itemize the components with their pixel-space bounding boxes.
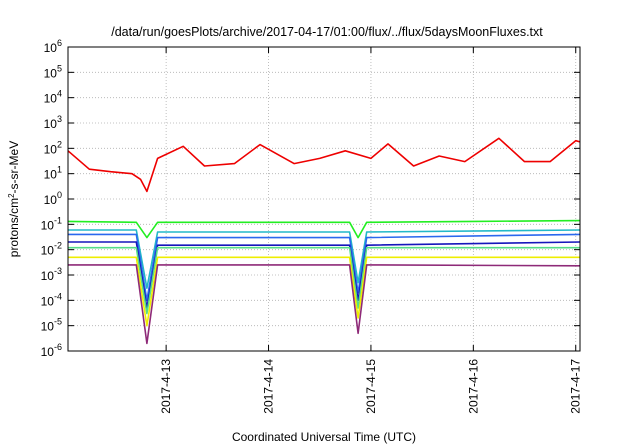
x-tick-label: 2017-4-16 bbox=[466, 359, 480, 414]
y-tick-label-base: 10 bbox=[41, 269, 55, 283]
x-tick-label: 2017-4-15 bbox=[364, 359, 378, 414]
y-tick-label-base: 10 bbox=[44, 66, 58, 80]
y-axis-label-post: -s-sr-MeV bbox=[7, 141, 21, 194]
y-tick-label: 100 bbox=[44, 190, 62, 207]
y-axis-label-sup: 2 bbox=[7, 193, 16, 198]
y-tick-label: 10-4 bbox=[41, 291, 62, 308]
series-lines bbox=[67, 137, 581, 345]
series-line bbox=[67, 137, 581, 193]
y-tick-label-base: 10 bbox=[44, 142, 58, 156]
series-line bbox=[68, 264, 581, 345]
y-tick-label-base: 10 bbox=[41, 244, 55, 258]
y-tick-label-base: 10 bbox=[44, 168, 58, 182]
y-tick-label-exp: -4 bbox=[54, 291, 62, 301]
y-tick-label-exp: -2 bbox=[54, 241, 62, 251]
y-axis-label-pre: protons/cm bbox=[7, 198, 21, 257]
x-tick-label: 2017-4-17 bbox=[569, 359, 583, 414]
y-tick-label-exp: -3 bbox=[54, 266, 62, 276]
y-tick-label-exp: -5 bbox=[54, 317, 62, 327]
y-tick-label-exp: 3 bbox=[57, 114, 62, 124]
y-tick-label: 101 bbox=[44, 165, 62, 182]
y-tick-label-base: 10 bbox=[41, 294, 55, 308]
y-tick-label-base: 10 bbox=[41, 320, 55, 334]
y-tick-label-exp: 0 bbox=[57, 190, 62, 200]
y-tick-label: 10-6 bbox=[41, 342, 62, 359]
series-line bbox=[67, 219, 581, 239]
x-axis-ticks: 2017-4-13 2017-4-14 2017-4-15 2017-4-16 2017… bbox=[159, 47, 583, 414]
grid-lines bbox=[68, 47, 580, 351]
y-tick-label: 106 bbox=[44, 38, 62, 55]
series-line bbox=[68, 246, 580, 315]
y-axis-label: protons/cm2-s-sr-MeV bbox=[7, 141, 22, 257]
y-tick-label-base: 10 bbox=[41, 345, 55, 359]
y-tick-label-exp: 1 bbox=[57, 165, 62, 175]
series-line bbox=[68, 229, 581, 290]
y-tick-label-base: 10 bbox=[44, 41, 58, 55]
y-tick-label: 10-2 bbox=[41, 241, 62, 258]
series-line bbox=[68, 256, 580, 327]
y-tick-label-exp: 6 bbox=[57, 38, 62, 48]
y-tick-label-base: 10 bbox=[41, 218, 55, 232]
x-tick-label: 2017-4-14 bbox=[262, 359, 276, 414]
y-tick-label: 10-3 bbox=[41, 266, 62, 283]
y-tick-label: 10-5 bbox=[41, 317, 62, 334]
y-tick-label: 103 bbox=[44, 114, 62, 131]
y-tick-label-exp: 5 bbox=[57, 63, 62, 73]
y-tick-label: 104 bbox=[44, 89, 62, 106]
y-tick-label: 105 bbox=[44, 63, 62, 80]
y-tick-label-exp: 4 bbox=[57, 89, 62, 99]
chart-title: /data/run/goesPlots/archive/2017-04-17/0… bbox=[111, 25, 543, 39]
y-tick-label: 10-1 bbox=[41, 215, 62, 232]
y-tick-label-base: 10 bbox=[44, 117, 58, 131]
y-axis-ticks: 10-610-510-410-310-210-11001011021031041… bbox=[41, 38, 580, 359]
y-tick-label-exp: -1 bbox=[54, 215, 62, 225]
y-tick-label-exp: -6 bbox=[54, 342, 62, 352]
y-tick-label-base: 10 bbox=[44, 92, 58, 106]
x-tick-label: 2017-4-13 bbox=[159, 359, 173, 414]
y-tick-label: 102 bbox=[44, 139, 62, 156]
y-tick-label-exp: 2 bbox=[57, 139, 62, 149]
series-line bbox=[68, 233, 581, 302]
y-tick-label-base: 10 bbox=[44, 193, 58, 207]
x-axis-label: Coordinated Universal Time (UTC) bbox=[232, 430, 416, 444]
